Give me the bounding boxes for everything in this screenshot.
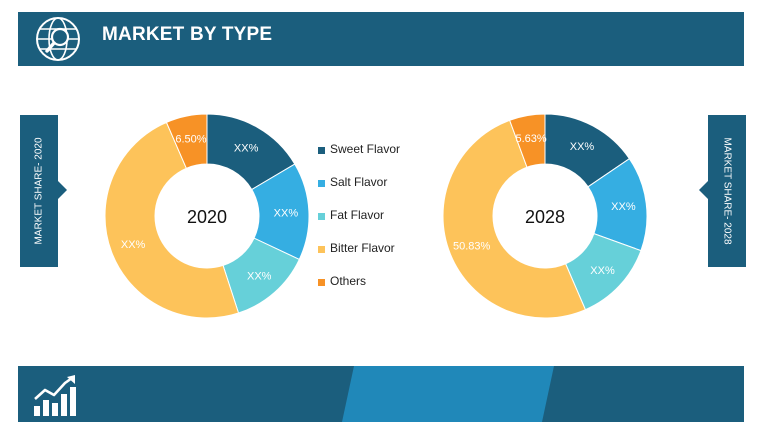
growth-chart-icon bbox=[34, 375, 76, 416]
side-label-left-arrow bbox=[58, 181, 67, 199]
legend-swatch bbox=[318, 180, 325, 187]
side-label-right: MARKET SHARE- 2028 bbox=[708, 115, 746, 267]
donut-2020-label-sweet: XX% bbox=[234, 142, 259, 154]
globe-magnifier-icon bbox=[36, 17, 80, 61]
donut-2028-label-fat: XX% bbox=[590, 265, 615, 277]
donut-2028-label-bitter: 50.83% bbox=[453, 240, 491, 252]
legend-swatch bbox=[318, 279, 325, 286]
donut-2020-label-others: 6.50% bbox=[175, 134, 206, 146]
side-label-right-arrow bbox=[699, 181, 708, 199]
donut-2028-label-others: 5.63% bbox=[515, 133, 546, 145]
legend-label: Fat Flavor bbox=[330, 208, 385, 222]
legend-label: Sweet Flavor bbox=[330, 142, 401, 156]
donut-2020-hole bbox=[155, 164, 259, 268]
legend-swatch bbox=[318, 246, 325, 253]
legend-label: Others bbox=[330, 274, 367, 288]
header-bar bbox=[18, 12, 744, 66]
donut-2028-label-salt: XX% bbox=[611, 201, 636, 213]
legend-label: Bitter Flavor bbox=[330, 241, 395, 255]
donut-2028-hole bbox=[493, 164, 597, 268]
legend-label: Salt Flavor bbox=[330, 175, 388, 189]
donut-2020-label-salt: XX% bbox=[274, 207, 299, 219]
footer-accent bbox=[342, 366, 554, 422]
legend-swatch bbox=[318, 213, 325, 220]
legend-swatch bbox=[318, 147, 325, 154]
donut-2020-label-fat: XX% bbox=[247, 270, 272, 282]
donut-2020-center-label: 2020 bbox=[187, 207, 227, 227]
donut-2028-label-sweet: XX% bbox=[570, 141, 595, 153]
donut-2020-label-bitter: XX% bbox=[121, 239, 146, 251]
page-title: MARKET BY TYPE bbox=[102, 24, 273, 45]
donut-2028-center-label: 2028 bbox=[525, 207, 565, 227]
side-label-left: MARKET SHARE- 2020 bbox=[20, 115, 58, 267]
